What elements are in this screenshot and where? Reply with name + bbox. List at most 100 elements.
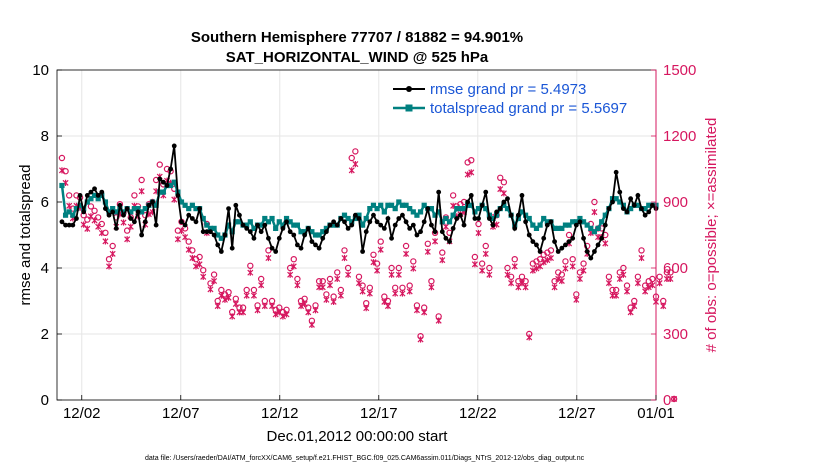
- rmse-point: [179, 219, 184, 225]
- totalspread-point: [541, 215, 547, 222]
- totalspread-point: [276, 219, 282, 225]
- y-left-tick-label: 0: [41, 392, 49, 409]
- rmse-point: [403, 219, 409, 225]
- obs-assimilated-point: [138, 188, 145, 195]
- obs-possible-point: [200, 267, 207, 274]
- rmse-point: [407, 226, 413, 231]
- rmse-point: [218, 249, 224, 254]
- legend-spread-marker: [405, 104, 413, 112]
- rmse-point: [334, 222, 340, 228]
- totalspread-point: [613, 196, 619, 202]
- rmse-point: [389, 235, 394, 241]
- obs-assimilated-point: [660, 302, 667, 310]
- rmse-point: [537, 249, 543, 254]
- rmse-point: [237, 212, 242, 218]
- rmse-point: [233, 202, 239, 208]
- obs-assimilated-point: [182, 234, 189, 241]
- obs-possible-point: [87, 203, 95, 210]
- obs-possible-point: [468, 156, 475, 164]
- obs-assimilated-point: [435, 317, 442, 324]
- obs-possible-point: [623, 282, 631, 289]
- totalspread-point: [544, 219, 550, 225]
- rmse-point: [269, 245, 275, 251]
- obs-possible-point: [207, 280, 214, 287]
- x-tick-label: 12/07: [162, 405, 200, 422]
- obs-possible-point: [605, 273, 613, 280]
- obs-possible-point: [91, 207, 98, 214]
- obs-possible-point: [58, 154, 66, 162]
- rmse-point: [515, 212, 521, 218]
- rmse-point: [454, 216, 460, 221]
- obs-possible-point: [185, 238, 192, 245]
- totalspread-point: [367, 206, 373, 212]
- totalspread-point: [66, 209, 72, 215]
- obs-possible-point: [511, 256, 518, 263]
- totalspread-point: [628, 206, 634, 212]
- obs-assimilated-point: [540, 259, 547, 266]
- rmse-point: [476, 216, 481, 221]
- rmse-point: [544, 222, 550, 228]
- rmse-point: [581, 235, 586, 241]
- totalspread-point: [562, 222, 569, 228]
- obs-assimilated-point: [211, 277, 218, 285]
- obs-assimilated-point: [403, 250, 410, 257]
- rmse-point: [508, 212, 514, 218]
- rmse-point: [646, 209, 652, 215]
- totalspread-point: [577, 215, 583, 222]
- obs-assimilated-point: [229, 313, 236, 320]
- rmse-point: [298, 245, 304, 251]
- obs-assimilated-point: [508, 279, 515, 287]
- rmse-point: [95, 193, 101, 198]
- y-right-axis: 0 300 600 900 1200 1500: [651, 62, 696, 409]
- x-tick-label: 12/27: [558, 405, 596, 422]
- obs-assimilated-point: [287, 271, 294, 278]
- obs-assimilated-point: [214, 302, 221, 310]
- rmse-point: [606, 206, 612, 212]
- totalspread-point: [211, 225, 217, 231]
- obs-possible-point: [123, 227, 131, 234]
- obs-assimilated-point: [421, 309, 428, 316]
- totalspread-point: [62, 212, 69, 218]
- totalspread-point: [298, 229, 304, 235]
- obs-assimilated-point: [500, 190, 507, 197]
- y-right-tick-label: 1500: [663, 62, 696, 79]
- rmse-point: [432, 229, 438, 235]
- obs-assimilated-point: [319, 284, 326, 291]
- rmse-point: [628, 196, 634, 202]
- obs-assimilated-point: [479, 267, 486, 274]
- rmse-point: [128, 216, 134, 221]
- totalspread-point: [265, 219, 272, 225]
- rmse-point: [338, 216, 344, 221]
- rmse-point: [635, 193, 641, 198]
- rmse-point: [592, 249, 597, 254]
- totalspread-point: [359, 222, 366, 228]
- obs-possible-point: [471, 253, 479, 261]
- obs-assimilated-point: [649, 282, 656, 289]
- y-left-tick-label: 8: [41, 128, 49, 145]
- totalspread-point: [258, 222, 264, 228]
- totalspread-point: [287, 219, 293, 225]
- obs-assimilated-point: [370, 259, 377, 266]
- rmse-point: [309, 239, 315, 245]
- rmse-point: [483, 189, 489, 195]
- rmse-point: [204, 229, 210, 235]
- rmse-point: [291, 232, 297, 238]
- totalspread-point: [591, 229, 598, 235]
- obs-assimilated-point: [207, 286, 214, 293]
- obs-possible-point: [156, 161, 163, 168]
- obs-assimilated-point: [174, 236, 181, 243]
- rmse-point: [139, 232, 145, 238]
- rmse-point: [642, 212, 648, 218]
- totalspread-point: [537, 222, 543, 228]
- rmse-point: [378, 222, 384, 228]
- obs-assimilated-point: [232, 300, 239, 308]
- rmse-point: [160, 179, 166, 185]
- rmse-point: [171, 143, 177, 149]
- obs-assimilated-point: [620, 271, 627, 278]
- rmse-point: [418, 229, 423, 235]
- totalspread-point: [356, 212, 362, 218]
- obs-possible-point: [536, 256, 544, 263]
- obs-assimilated-point: [106, 263, 113, 270]
- rmse-point: [523, 219, 528, 225]
- obs-assimilated-point: [102, 238, 109, 245]
